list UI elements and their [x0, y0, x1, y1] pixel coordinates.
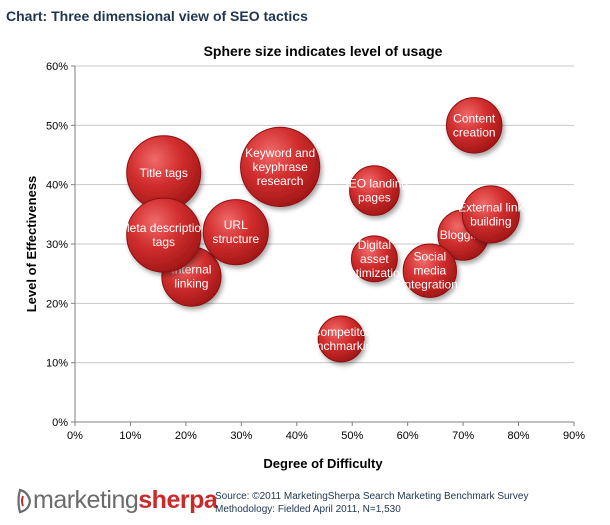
bubble-label-line: Keyword and	[245, 146, 315, 160]
bubble-circle	[350, 235, 398, 283]
bubble-label-line: integration	[402, 278, 458, 292]
marketingsherpa-logo: marketingsherpa	[16, 486, 218, 515]
bubble-circle	[240, 126, 321, 207]
bubble: SEO landing pages	[341, 165, 408, 216]
bubble-circle	[202, 199, 269, 266]
bubble-label-line: media	[414, 264, 447, 278]
x-tick-label: 0%	[67, 430, 83, 442]
bubble-label-line: Social	[414, 250, 447, 264]
logo-text-marketing: marketing	[33, 486, 139, 514]
bubble-label-line: SEO landing	[341, 177, 408, 191]
bubble-circle	[317, 315, 365, 363]
x-tick-label: 60%	[397, 430, 419, 442]
bubble-label-line: optimization	[342, 266, 406, 280]
bubble-circle	[461, 185, 520, 244]
bubble-label-line: linking	[174, 277, 208, 291]
y-tick-label: 0%	[52, 417, 68, 429]
bubble: Digital asset optimization	[342, 235, 406, 283]
bubble-label-line: benchmarking	[303, 339, 378, 353]
bubble: Keyword and keyphrase research	[240, 126, 321, 207]
bubble-label-line: Title tags	[140, 166, 188, 180]
x-tick-label: 70%	[452, 430, 474, 442]
bubble: External link building	[458, 185, 525, 244]
bubble-label: Meta description tags	[120, 221, 208, 249]
x-tick-label: 10%	[119, 430, 141, 442]
bubble-label-line: research	[257, 174, 304, 188]
bubble-label: Keyword and keyphrase research	[245, 146, 315, 188]
bubble: URL structure	[202, 199, 269, 266]
bubble-label-line: External link	[458, 200, 524, 214]
x-tick-label: 40%	[286, 430, 308, 442]
bubble-label: Competitor benchmarking	[303, 325, 378, 353]
bubble: Title tags	[126, 135, 202, 211]
axes: 0% 10% 20% 30% 40% 50% 60% 0% 10% 20% 30% 40% 50% 60%…	[46, 61, 585, 442]
bubble-label-line: Digital	[358, 238, 391, 252]
x-tick-label: 30%	[230, 430, 252, 442]
bubble-label: Digital asset optimization	[342, 238, 406, 280]
y-tick-label: 30%	[46, 239, 68, 251]
bubble-circle	[126, 197, 202, 273]
page-title: Chart: Three dimensional view of SEO tac…	[6, 8, 308, 24]
bubble-label: Title tags	[140, 166, 188, 180]
y-axis-title: Level of Effectiveness	[24, 176, 39, 313]
source-text: Source: ©2011 MarketingSherpa Search Mar…	[215, 491, 529, 502]
bubble: Content creation	[445, 97, 503, 154]
bubble: Social media integration	[402, 243, 458, 298]
bubble-label-line: Content	[453, 111, 496, 125]
bubble-label-line: keyphrase	[252, 160, 308, 174]
bubble-circle	[349, 165, 400, 216]
y-tick-label: 60%	[46, 61, 68, 73]
bubble-label-line: pages	[358, 191, 391, 205]
y-tick-label: 40%	[46, 180, 68, 192]
bubble-label-line: asset	[360, 252, 389, 266]
bubble-chart: Sphere size indicates level of usage 0% 1…	[24, 43, 585, 471]
source-note: Source: ©2011 MarketingSherpa Search Mar…	[215, 490, 528, 516]
logo-text-sherpa: sherpa	[138, 486, 218, 514]
logo-mark-icon	[17, 489, 32, 514]
bubble-label-line: tags	[152, 235, 175, 249]
bubble: Meta description tags	[120, 197, 208, 273]
bubble-label-line: creation	[453, 125, 496, 139]
methodology-text: Methodology: Fielded April 2011, N=1,530	[215, 504, 401, 515]
bubble-circle	[402, 243, 457, 298]
y-tick-label: 20%	[46, 298, 68, 310]
bubble-circle	[445, 97, 503, 154]
y-tick-label: 50%	[46, 120, 68, 132]
x-tick-label: 90%	[563, 430, 585, 442]
bubble-label: URL structure	[212, 218, 259, 246]
bubble-label-line: URL	[224, 218, 248, 232]
footer: marketingsherpa Source: ©2011 MarketingS…	[0, 478, 610, 525]
bubble-label: Social media integration	[402, 250, 458, 292]
x-axis-title: Degree of Difficulty	[263, 456, 383, 471]
bubble-label-line: Meta description	[120, 221, 208, 235]
bubble-label-line: Competitor	[312, 325, 371, 339]
x-tick-label: 50%	[341, 430, 363, 442]
y-tick-label: 10%	[46, 358, 68, 370]
bubble-label: Content creation	[453, 111, 496, 139]
bubble-label: External link building	[458, 200, 524, 228]
bubble-label: SEO landing pages	[341, 177, 408, 205]
x-tick-label: 20%	[175, 430, 197, 442]
chart-title: Sphere size indicates level of usage	[204, 43, 443, 59]
bubble: Competitor benchmarking	[303, 315, 379, 363]
bubble-label-line: building	[470, 214, 511, 228]
bubble-label-line: structure	[212, 232, 259, 246]
x-tick-label: 80%	[508, 430, 530, 442]
